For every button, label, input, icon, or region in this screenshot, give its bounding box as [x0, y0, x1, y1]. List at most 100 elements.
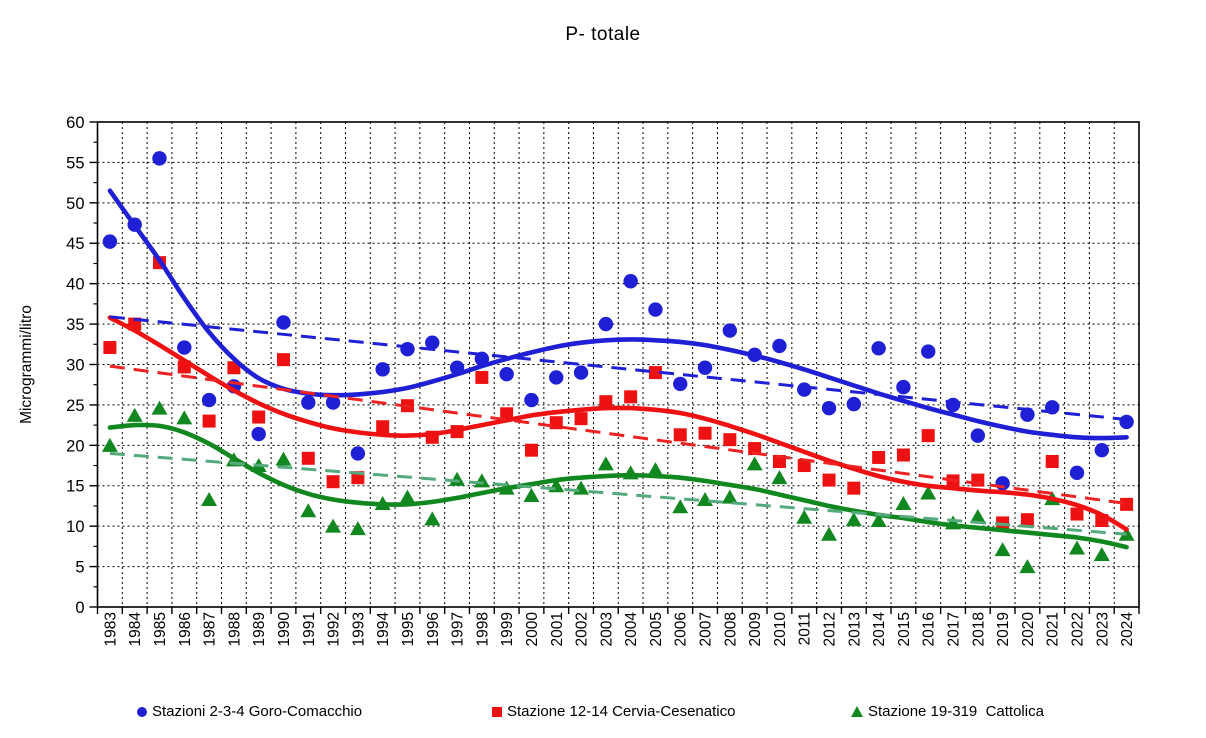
y-tick-label: 40: [66, 276, 84, 294]
data-point-square: [822, 473, 836, 487]
data-point-circle: [722, 323, 738, 338]
legend-triangle-marker-icon: [851, 706, 863, 717]
data-point-triangle: [151, 400, 168, 415]
legend-circle-marker-icon: [137, 706, 147, 717]
y-tick-label: 55: [66, 154, 84, 172]
data-point-circle: [201, 392, 217, 408]
data-point-triangle: [746, 456, 763, 471]
data-point-circle: [896, 379, 911, 395]
data-point-square: [326, 475, 340, 489]
data-point-triangle: [300, 503, 317, 518]
data-point-circle: [772, 338, 787, 354]
gridlines: [97, 122, 1139, 607]
data-point-square: [500, 407, 514, 421]
data-point-triangle: [697, 491, 714, 506]
trend-curve-solid-2: [107, 422, 1129, 550]
x-tick-label-year: 2015: [896, 612, 913, 646]
data-point-square: [723, 433, 737, 447]
y-tick-label: 5: [75, 559, 84, 577]
data-point-triangle: [920, 485, 937, 500]
data-point-square: [698, 426, 712, 440]
data-point-circle: [797, 382, 812, 397]
x-tick-label-year: 2020: [1020, 612, 1037, 647]
x-tick-label-year: 2008: [722, 612, 739, 646]
chart-legend: Stazioni 2-3-4 Goro-Comacchio Stazione 1…: [0, 703, 1206, 727]
x-tick-label-year: 2001: [549, 612, 566, 646]
data-point-square: [748, 442, 762, 456]
x-tick-label-year: 1988: [226, 612, 243, 646]
data-point-triangle: [1093, 546, 1110, 561]
legend-entry-cervia-cesenatico: Stazione 12-14 Cervia-Cesenatico: [492, 703, 735, 720]
data-point-square: [1120, 497, 1134, 511]
data-point-square: [847, 481, 861, 495]
data-point-circle: [102, 234, 118, 249]
data-point-triangle: [796, 509, 813, 524]
x-tick-label-year: 1998: [474, 612, 491, 646]
x-tick-label-year: 2019: [995, 612, 1012, 646]
data-point-triangle: [126, 407, 143, 422]
series-markers-1: [103, 256, 1134, 530]
y-tick-label: 15: [66, 478, 84, 496]
y-tick-label: 50: [66, 195, 84, 213]
data-point-triangle: [101, 437, 118, 452]
data-point-triangle: [473, 473, 490, 488]
x-tick-label-year: 2016: [921, 612, 938, 646]
data-point-triangle: [349, 521, 366, 536]
x-tick-label-year: 2013: [846, 612, 863, 646]
data-point-triangle: [845, 512, 862, 527]
data-point-triangle: [573, 480, 590, 495]
x-tick-label-year: 1995: [400, 612, 417, 646]
data-point-square: [921, 429, 935, 443]
legend-label: Stazione 19-319 Cattolica: [868, 703, 1044, 720]
data-point-triangle: [523, 487, 540, 502]
y-tick-label: 0: [75, 599, 84, 617]
data-point-circle: [499, 367, 514, 382]
data-point-square: [599, 395, 613, 409]
trend-line-dashed-1: [109, 364, 1127, 506]
x-tick-label-year: 1992: [326, 612, 343, 646]
data-point-square: [475, 370, 489, 384]
data-point-circle: [921, 344, 936, 359]
data-point-square: [574, 412, 588, 426]
x-tick-label-year: 2007: [698, 612, 715, 646]
data-point-circle: [573, 365, 589, 380]
x-tick-label-year: 2010: [772, 612, 789, 647]
data-point-circle: [995, 476, 1010, 491]
x-tick-label-year: 2021: [1045, 612, 1062, 646]
x-tick-label-year: 1991: [301, 612, 318, 646]
data-point-square: [252, 410, 266, 424]
data-point-circle: [673, 376, 688, 392]
data-point-circle: [871, 341, 886, 356]
x-tick-label-year: 1985: [152, 612, 169, 646]
x-tick-label-year: 1997: [450, 612, 467, 646]
x-tick-label-year: 1983: [102, 612, 119, 646]
data-point-circle: [301, 395, 316, 410]
y-tick-label: 10: [66, 518, 84, 536]
x-tick-label-year: 2003: [598, 612, 615, 646]
data-point-triangle: [1019, 559, 1036, 574]
trend-curve-solid-1: [107, 315, 1129, 532]
x-tick-label-year: 2000: [524, 612, 541, 647]
trend-line-dashed-0: [109, 315, 1127, 421]
x-tick-label-year: 2017: [946, 612, 963, 646]
data-point-triangle: [647, 462, 664, 477]
legend-label: Stazioni 2-3-4 Goro-Comacchio: [152, 703, 363, 720]
data-point-circle: [846, 396, 862, 412]
data-point-triangle: [895, 496, 912, 511]
x-tick-label-year: 1987: [202, 612, 219, 646]
data-point-circle: [152, 151, 167, 166]
data-point-circle: [400, 341, 415, 357]
data-point-triangle: [1069, 540, 1086, 555]
data-point-triangle: [275, 451, 292, 466]
y-tick-label: 30: [66, 356, 84, 374]
data-point-square: [301, 451, 315, 465]
data-point-circle: [697, 360, 713, 375]
x-tick-label-year: 2022: [1070, 612, 1087, 646]
x-tick-label-year: 2009: [747, 612, 764, 646]
data-point-circle: [598, 316, 614, 332]
data-point-triangle: [325, 518, 342, 533]
data-point-circle: [1069, 465, 1085, 481]
x-tick-label-year: 1994: [375, 612, 392, 647]
data-point-triangle: [994, 542, 1011, 557]
data-point-square: [103, 341, 117, 355]
